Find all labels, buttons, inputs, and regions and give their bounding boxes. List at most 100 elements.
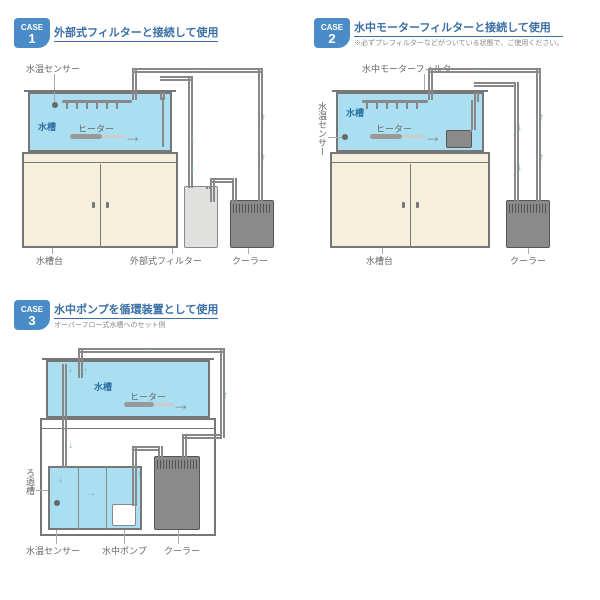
flow-arrow-icon: ↓ — [190, 132, 195, 143]
knob-icon — [92, 202, 95, 208]
case1-badge: CASE 1 — [14, 18, 50, 48]
flow-arrow-icon: → — [86, 488, 96, 499]
knob-icon — [416, 202, 419, 208]
spray-drop — [116, 103, 118, 109]
pipe — [78, 348, 83, 360]
lead — [172, 248, 173, 254]
flow-arrow-icon: ↓ — [190, 162, 195, 173]
lead — [56, 530, 57, 544]
case2-label-heater: ヒーター — [376, 122, 412, 135]
pipe — [182, 434, 222, 439]
case2-diagram: 水中モーターフィルター 水槽 ヒーター → 水温センサー — [314, 52, 592, 282]
flow-arrow-icon: → — [424, 126, 442, 147]
case2-badge-num: 2 — [328, 32, 335, 45]
spray-drop — [376, 103, 378, 109]
case1-diagram: 水温センサー 水槽 ヒーター → — [14, 52, 296, 282]
case1-header: CASE 1 外部式フィルターと接続して使用 — [14, 18, 218, 48]
door-top — [22, 162, 178, 163]
flow-arrow-icon: ← — [474, 63, 484, 74]
lead — [528, 248, 529, 254]
pipe — [514, 82, 519, 202]
heater-tube — [102, 135, 126, 138]
lead — [36, 490, 48, 491]
case1-label-heater: ヒーター — [78, 122, 114, 135]
sensor-icon — [52, 102, 58, 108]
pipe — [210, 180, 215, 202]
spray-drop — [66, 103, 68, 109]
case3-badge-num: 3 — [28, 314, 35, 327]
spray-drop — [416, 103, 418, 109]
flow-arrow-icon: → — [124, 126, 142, 147]
case1-label-sensor: 水温センサー — [26, 62, 80, 75]
spray-drop — [396, 103, 398, 109]
case2-cooler — [506, 200, 550, 248]
page: CASE 1 外部式フィルターと接続して使用 水温センサー 水槽 ヒーター → — [0, 0, 600, 600]
pipe — [132, 446, 160, 451]
case2-label-cooler: クーラー — [510, 254, 546, 267]
lead — [382, 248, 383, 254]
flow-arrow-icon: ↑ — [137, 470, 142, 481]
flow-arrow-icon: → — [172, 394, 190, 415]
case2-label-stand: 水槽台 — [366, 254, 393, 267]
spray-drop — [76, 103, 78, 109]
pipe — [536, 70, 541, 202]
case3-subtitle: オーバーフロー式水槽へのセット例 — [54, 320, 218, 330]
pipe — [428, 68, 541, 73]
spray-drop — [366, 103, 368, 109]
pipe — [182, 436, 187, 458]
case3-header: CASE 3 水中ポンプを循環装置として使用 オーバーフロー式水槽へのセット例 — [14, 300, 218, 330]
pipe — [62, 418, 67, 468]
sensor-icon — [54, 500, 60, 506]
flow-arrow-icon: ↑ — [83, 366, 88, 377]
case3-label-tank: 水槽 — [94, 380, 112, 393]
case1-label-tank: 水槽 — [38, 120, 56, 133]
heater-tube — [402, 135, 426, 138]
door-divider — [100, 164, 101, 246]
pipe — [132, 68, 137, 100]
case3-title: 水中ポンプを循環装置として使用 — [54, 301, 218, 319]
flow-arrow-icon: ↑ — [261, 112, 266, 123]
case1-label-extfilter: 外部式フィルター — [130, 254, 202, 267]
case1-label-cooler: クーラー — [232, 254, 268, 267]
case1-cooler — [230, 200, 274, 248]
case2-title: 水中モーターフィルターと接続して使用 — [354, 19, 563, 37]
case3-label-pump: 水中ポンプ — [102, 544, 147, 557]
spray-drop — [86, 103, 88, 109]
spray-drop — [406, 103, 408, 109]
door-divider — [410, 164, 411, 246]
case3-header-text: 水中ポンプを循環装置として使用 オーバーフロー式水槽へのセット例 — [54, 301, 218, 330]
flow-arrow-icon: ↓ — [517, 122, 522, 133]
case1-label-stand: 水槽台 — [36, 254, 63, 267]
heater-tube — [154, 403, 174, 406]
tank-lip — [24, 90, 176, 92]
pipe — [160, 76, 193, 81]
case3-cooler — [154, 456, 200, 530]
pipe — [232, 178, 237, 202]
tank-lip — [42, 358, 214, 360]
lead — [124, 530, 125, 544]
case3-pump — [112, 504, 136, 526]
spray-drop — [386, 103, 388, 109]
spray-bar — [362, 100, 428, 103]
case2-label-tank: 水槽 — [346, 106, 364, 119]
flow-arrow-icon: ↑ — [261, 152, 266, 163]
case2-label-sensor: 水温センサー — [316, 102, 329, 156]
flow-arrow-icon: ↓ — [517, 162, 522, 173]
case3-label-cooler: クーラー — [164, 544, 200, 557]
pipe — [258, 70, 263, 202]
flow-arrow-icon: ↑ — [539, 112, 544, 123]
tank-lip — [332, 90, 488, 92]
sensor-icon — [342, 134, 348, 140]
flow-arrow-icon: ↓ — [68, 440, 73, 451]
flow-arrow-icon: ← — [144, 343, 154, 354]
pipe — [470, 130, 472, 132]
lead — [54, 92, 55, 102]
pipe — [206, 186, 211, 189]
sump-baffle — [78, 466, 79, 530]
case3-badge: CASE 3 — [14, 300, 50, 330]
case2-badge: CASE 2 — [314, 18, 350, 48]
lead — [178, 530, 179, 544]
lead — [52, 248, 53, 254]
lead — [248, 248, 249, 254]
spray-drop — [106, 103, 108, 109]
